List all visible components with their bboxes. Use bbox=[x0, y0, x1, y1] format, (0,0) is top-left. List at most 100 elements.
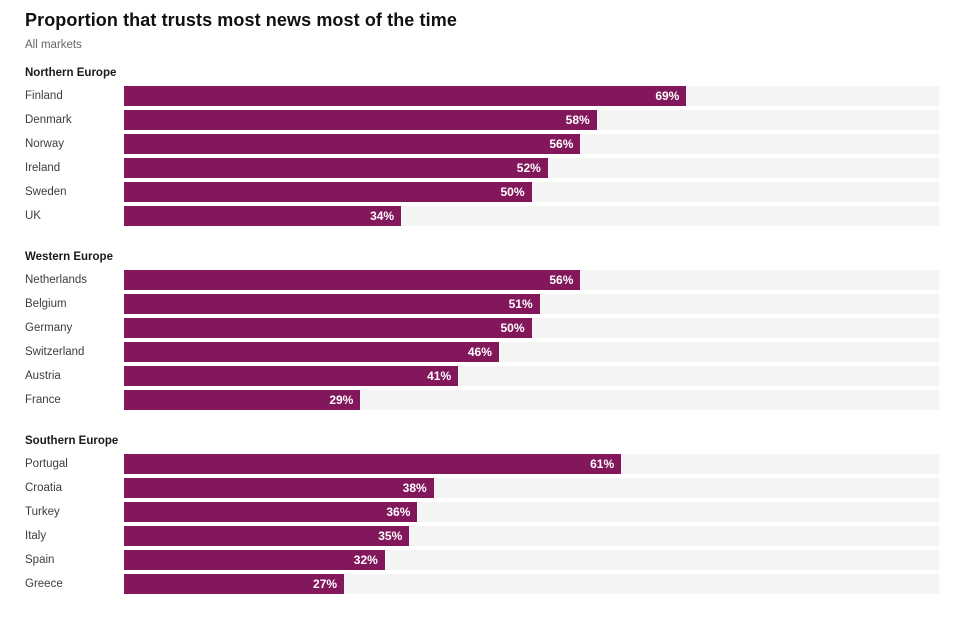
country-label: Croatia bbox=[25, 482, 63, 494]
value-label: 51% bbox=[508, 297, 533, 311]
chart-row: Croatia 38% bbox=[25, 478, 939, 498]
group-header: Northern Europe bbox=[25, 67, 117, 79]
bar: 56% bbox=[124, 134, 581, 154]
chart-group: Southern Europe Portugal 61% Croatia 38% Turk… bbox=[25, 434, 939, 594]
country-label: Italy bbox=[25, 530, 47, 542]
value-label: 50% bbox=[500, 321, 525, 335]
bar-track: 27% bbox=[124, 574, 939, 594]
bar: 50% bbox=[124, 318, 532, 338]
value-label: 29% bbox=[329, 393, 354, 407]
bar: 51% bbox=[124, 294, 540, 314]
chart-row: Norway 56% bbox=[25, 134, 939, 154]
chart-row: Austria 41% bbox=[25, 366, 939, 386]
bar: 61% bbox=[124, 454, 622, 474]
chart-row: Germany 50% bbox=[25, 318, 939, 338]
chart-groups: Northern Europe Finland 69% Denmark 58% Norwa… bbox=[25, 66, 939, 594]
chart-row: Portugal 61% bbox=[25, 454, 939, 474]
bar-track: 29% bbox=[124, 390, 939, 410]
bar-track: 56% bbox=[124, 270, 939, 290]
chart-row: Turkey 36% bbox=[25, 502, 939, 522]
country-label: Austria bbox=[25, 370, 61, 382]
chart-row: Italy 35% bbox=[25, 526, 939, 546]
bar-track: 58% bbox=[124, 110, 939, 130]
value-label: 36% bbox=[386, 505, 411, 519]
chart-subtitle: All markets bbox=[25, 39, 82, 51]
bar: 27% bbox=[124, 574, 345, 594]
chart-group: Northern Europe Finland 69% Denmark 58% Norwa… bbox=[25, 66, 939, 226]
group-header: Western Europe bbox=[25, 251, 113, 263]
chart-group: Western Europe Netherlands 56% Belgium 51% Ge… bbox=[25, 250, 939, 410]
bar: 32% bbox=[124, 550, 385, 570]
value-label: 61% bbox=[590, 457, 615, 471]
country-label: UK bbox=[25, 210, 41, 222]
country-label: Greece bbox=[25, 578, 63, 590]
bar: 38% bbox=[124, 478, 434, 498]
bar-track: 35% bbox=[124, 526, 939, 546]
bar: 34% bbox=[124, 206, 402, 226]
chart-row: Finland 69% bbox=[25, 86, 939, 106]
bar: 58% bbox=[124, 110, 597, 130]
chart-row: Greece 27% bbox=[25, 574, 939, 594]
value-label: 32% bbox=[353, 553, 378, 567]
country-label: Germany bbox=[25, 322, 73, 334]
country-label: Ireland bbox=[25, 162, 61, 174]
country-label: Sweden bbox=[25, 186, 67, 198]
bar: 35% bbox=[124, 526, 410, 546]
bar-track: 61% bbox=[124, 454, 939, 474]
bar: 29% bbox=[124, 390, 361, 410]
value-label: 56% bbox=[549, 137, 574, 151]
bar-track: 34% bbox=[124, 206, 939, 226]
bar: 46% bbox=[124, 342, 499, 362]
bar: 56% bbox=[124, 270, 581, 290]
country-label: Portugal bbox=[25, 458, 68, 470]
chart-row: Netherlands 56% bbox=[25, 270, 939, 290]
bar: 50% bbox=[124, 182, 532, 202]
country-label: Netherlands bbox=[25, 274, 88, 286]
chart-row: Belgium 51% bbox=[25, 294, 939, 314]
bar-track: 50% bbox=[124, 182, 939, 202]
value-label: 69% bbox=[655, 89, 680, 103]
country-label: Belgium bbox=[25, 298, 67, 310]
value-label: 46% bbox=[467, 345, 492, 359]
group-header: Southern Europe bbox=[25, 435, 119, 447]
chart-row: UK 34% bbox=[25, 206, 939, 226]
bar-track: 51% bbox=[124, 294, 939, 314]
country-label: Denmark bbox=[25, 114, 72, 126]
bar-track: 56% bbox=[124, 134, 939, 154]
chart-row: Sweden 50% bbox=[25, 182, 939, 202]
chart-row: France 29% bbox=[25, 390, 939, 410]
bar: 41% bbox=[124, 366, 459, 386]
chart-row: Spain 32% bbox=[25, 550, 939, 570]
chart-row: Denmark 58% bbox=[25, 110, 939, 130]
bar-track: 69% bbox=[124, 86, 939, 106]
chart-row: Ireland 52% bbox=[25, 158, 939, 178]
bar-track: 32% bbox=[124, 550, 939, 570]
bar-track: 52% bbox=[124, 158, 939, 178]
value-label: 35% bbox=[378, 529, 403, 543]
value-label: 56% bbox=[549, 273, 574, 287]
bar-track: 38% bbox=[124, 478, 939, 498]
country-label: Turkey bbox=[25, 506, 60, 518]
bar-track: 50% bbox=[124, 318, 939, 338]
value-label: 38% bbox=[402, 481, 427, 495]
country-label: France bbox=[25, 394, 61, 406]
country-label: Spain bbox=[25, 554, 55, 566]
bar: 36% bbox=[124, 502, 418, 522]
bar-track: 36% bbox=[124, 502, 939, 522]
chart-row: Switzerland 46% bbox=[25, 342, 939, 362]
country-label: Norway bbox=[25, 138, 64, 150]
country-label: Switzerland bbox=[25, 346, 85, 358]
bar: 52% bbox=[124, 158, 548, 178]
bar-track: 46% bbox=[124, 342, 939, 362]
value-label: 34% bbox=[370, 209, 395, 223]
country-label: Finland bbox=[25, 90, 63, 102]
value-label: 50% bbox=[500, 185, 525, 199]
value-label: 52% bbox=[516, 161, 541, 175]
value-label: 41% bbox=[427, 369, 452, 383]
value-label: 27% bbox=[313, 577, 338, 591]
bar-track: 41% bbox=[124, 366, 939, 386]
bar: 69% bbox=[124, 86, 687, 106]
value-label: 58% bbox=[565, 113, 590, 127]
chart-title: Proportion that trusts most news most of… bbox=[25, 10, 457, 30]
